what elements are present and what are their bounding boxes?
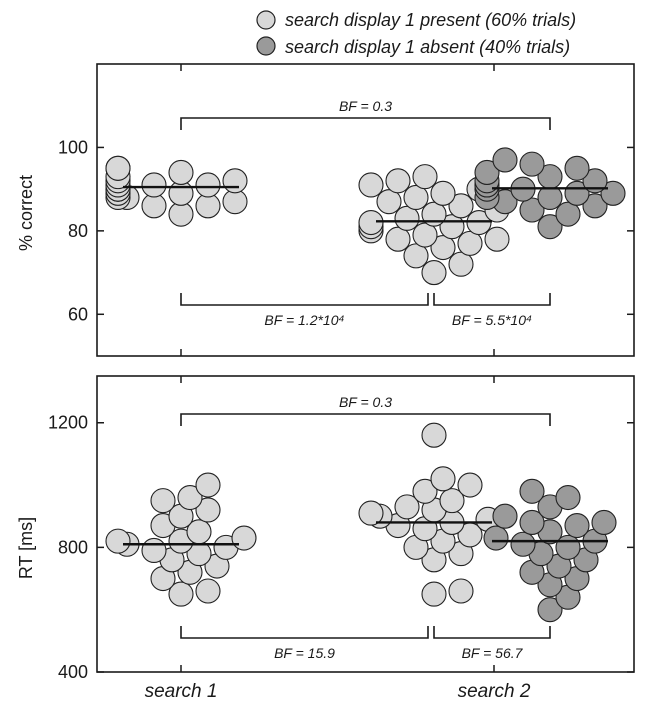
y-tick-label: 80 bbox=[68, 221, 88, 241]
y-tick-label: 1200 bbox=[48, 413, 88, 433]
data-point bbox=[195, 497, 221, 523]
bf-bracket bbox=[180, 293, 429, 306]
data-point bbox=[564, 513, 590, 539]
data-point bbox=[141, 172, 167, 198]
bf-annotation: BF = 1.2*10⁴ bbox=[264, 312, 344, 328]
data-point bbox=[394, 205, 420, 231]
data-point bbox=[448, 251, 474, 277]
bf-annotation: BF = 15.9 bbox=[274, 645, 335, 661]
data-point bbox=[510, 531, 536, 557]
series-points bbox=[483, 478, 617, 623]
data-point bbox=[519, 478, 545, 504]
data-point bbox=[430, 466, 456, 492]
legend-marker-absent bbox=[256, 36, 276, 56]
x-tick-label-search-2: search 2 bbox=[458, 681, 531, 701]
data-point bbox=[385, 226, 411, 252]
rt-frame bbox=[96, 375, 635, 673]
bf-bracket bbox=[433, 293, 551, 306]
y-tick-label: 100 bbox=[58, 137, 88, 157]
data-point bbox=[105, 155, 131, 181]
data-point bbox=[421, 581, 447, 607]
y-tick-label: 400 bbox=[58, 662, 88, 682]
data-point bbox=[403, 184, 429, 211]
data-point bbox=[492, 503, 518, 529]
data-point bbox=[537, 597, 563, 623]
legend-marker-present bbox=[256, 10, 276, 30]
data-point bbox=[448, 193, 474, 219]
data-point bbox=[376, 189, 402, 215]
legend-label-present: search display 1 present (60% trials) bbox=[285, 10, 576, 30]
data-point bbox=[448, 578, 474, 604]
data-point bbox=[385, 168, 411, 194]
data-point bbox=[537, 214, 563, 240]
bf-bracket bbox=[433, 626, 551, 639]
data-point bbox=[484, 226, 510, 252]
legend-label-absent: search display 1 absent (40% trials) bbox=[285, 37, 570, 57]
data-point bbox=[430, 234, 456, 261]
y-tick-label: 60 bbox=[68, 304, 88, 324]
data-point bbox=[439, 488, 465, 514]
data-point bbox=[358, 209, 384, 236]
bf-bracket bbox=[180, 626, 429, 639]
data-point bbox=[195, 472, 221, 498]
data-point bbox=[474, 159, 500, 186]
data-point bbox=[358, 500, 384, 526]
bf-annotation: BF = 0.3 bbox=[339, 98, 392, 114]
data-point bbox=[141, 537, 167, 564]
data-point bbox=[519, 509, 545, 535]
data-point bbox=[412, 164, 438, 190]
data-point bbox=[358, 172, 384, 198]
data-point bbox=[168, 581, 194, 607]
data-point bbox=[457, 230, 483, 256]
data-point bbox=[519, 151, 545, 177]
data-point bbox=[177, 484, 203, 511]
data-point bbox=[591, 509, 617, 535]
bf-annotation: BF = 5.5*10⁴ bbox=[452, 312, 532, 328]
data-point bbox=[195, 578, 221, 604]
data-point bbox=[466, 209, 492, 236]
data-point bbox=[150, 488, 176, 514]
rt-panel: RT [ms] 400 800 1200 BF = 0.3 BF = 15.9 BF =… bbox=[16, 375, 635, 701]
data-point bbox=[412, 222, 438, 248]
data-point bbox=[231, 525, 257, 551]
data-point bbox=[421, 422, 447, 448]
data-point bbox=[457, 472, 483, 498]
data-point bbox=[105, 528, 131, 554]
data-point bbox=[430, 180, 456, 206]
x-tick-label-search-1: search 1 bbox=[145, 681, 218, 701]
series-points bbox=[474, 147, 626, 240]
data-point bbox=[394, 494, 420, 520]
legend: search display 1 present (60% trials) se… bbox=[256, 10, 576, 57]
bf-annotation: BF = 0.3 bbox=[339, 394, 392, 410]
y-tick-label: 800 bbox=[58, 537, 88, 557]
data-point bbox=[582, 193, 608, 219]
data-point bbox=[555, 484, 581, 511]
bf-bracket bbox=[180, 413, 551, 426]
data-point bbox=[519, 197, 545, 223]
data-point bbox=[222, 168, 248, 194]
bf-annotation: BF = 56.7 bbox=[462, 645, 524, 661]
data-point bbox=[412, 478, 438, 504]
data-point bbox=[564, 155, 590, 181]
data-point bbox=[483, 525, 509, 551]
accuracy-y-axis-label: % correct bbox=[16, 175, 36, 251]
series-points bbox=[105, 155, 248, 227]
series-points bbox=[105, 472, 257, 607]
bf-bracket bbox=[180, 117, 551, 130]
data-point bbox=[555, 201, 581, 227]
data-point bbox=[582, 168, 608, 194]
accuracy-panel: % correct 60 80 100 BF = 0.3 BF = 1.2*10⁴ BF… bbox=[16, 63, 635, 357]
accuracy-frame bbox=[96, 63, 635, 357]
data-point bbox=[492, 147, 518, 173]
data-point bbox=[168, 159, 194, 186]
rt-y-axis-label: RT [ms] bbox=[16, 517, 36, 579]
series-points bbox=[358, 422, 501, 607]
data-point bbox=[421, 260, 447, 286]
data-point bbox=[403, 243, 429, 269]
data-point bbox=[195, 172, 221, 198]
